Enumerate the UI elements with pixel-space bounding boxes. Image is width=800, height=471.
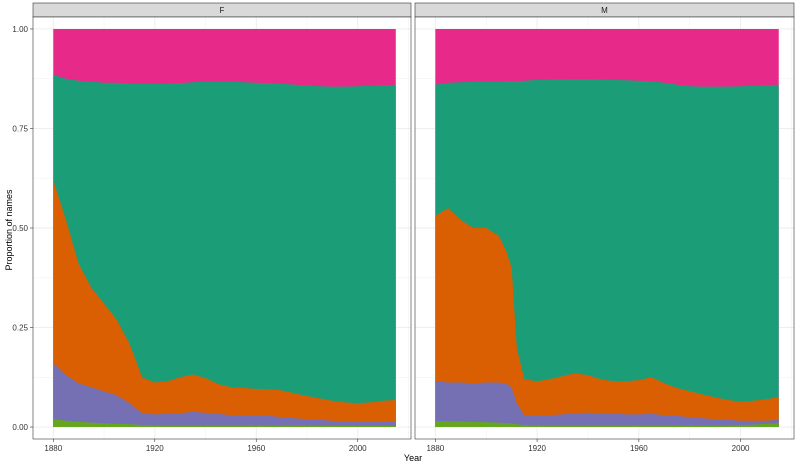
y-tick-label: 0.50 <box>12 224 28 233</box>
area-layer-orange <box>435 208 779 428</box>
x-tick-label: 1920 <box>146 444 164 453</box>
facet-panel-m: M 1880 1920 1960 2000 <box>414 2 795 453</box>
y-tick-label: 0.75 <box>12 124 28 133</box>
x-tick-label: 1960 <box>630 444 648 453</box>
facet-panel-f: F 1880 1920 1960 2000 0.00 0.25 0.50 0.75 1.00 <box>12 2 412 453</box>
x-tick-label: 1880 <box>426 444 444 453</box>
x-axis-title: Year <box>404 453 422 463</box>
y-tick-label: 0.25 <box>12 324 28 333</box>
area-layer-teal <box>435 79 779 428</box>
area-layer-purple <box>53 363 396 428</box>
y-axis-title: Proportion of names <box>4 189 14 271</box>
area-layer-green <box>435 421 779 428</box>
x-tick-label: 2000 <box>732 444 750 453</box>
y-tick-label: 1.00 <box>12 25 28 34</box>
facet-strip-label: M <box>601 6 608 15</box>
area-layer-purple <box>435 381 779 428</box>
facet-strip-label: F <box>220 6 225 15</box>
x-tick-label: 1920 <box>528 444 546 453</box>
facet-panels: F 1880 1920 1960 2000 0.00 0.25 0.50 0.75 1.00 M 18… <box>12 2 795 453</box>
x-tick-label: 2000 <box>349 444 367 453</box>
x-tick-label: 1960 <box>247 444 265 453</box>
area-layer-green <box>53 419 396 428</box>
area-layer-teal <box>53 74 396 428</box>
x-tick-label: 1880 <box>44 444 62 453</box>
y-tick-label: 0.00 <box>12 423 28 432</box>
panel-border <box>414 16 795 440</box>
